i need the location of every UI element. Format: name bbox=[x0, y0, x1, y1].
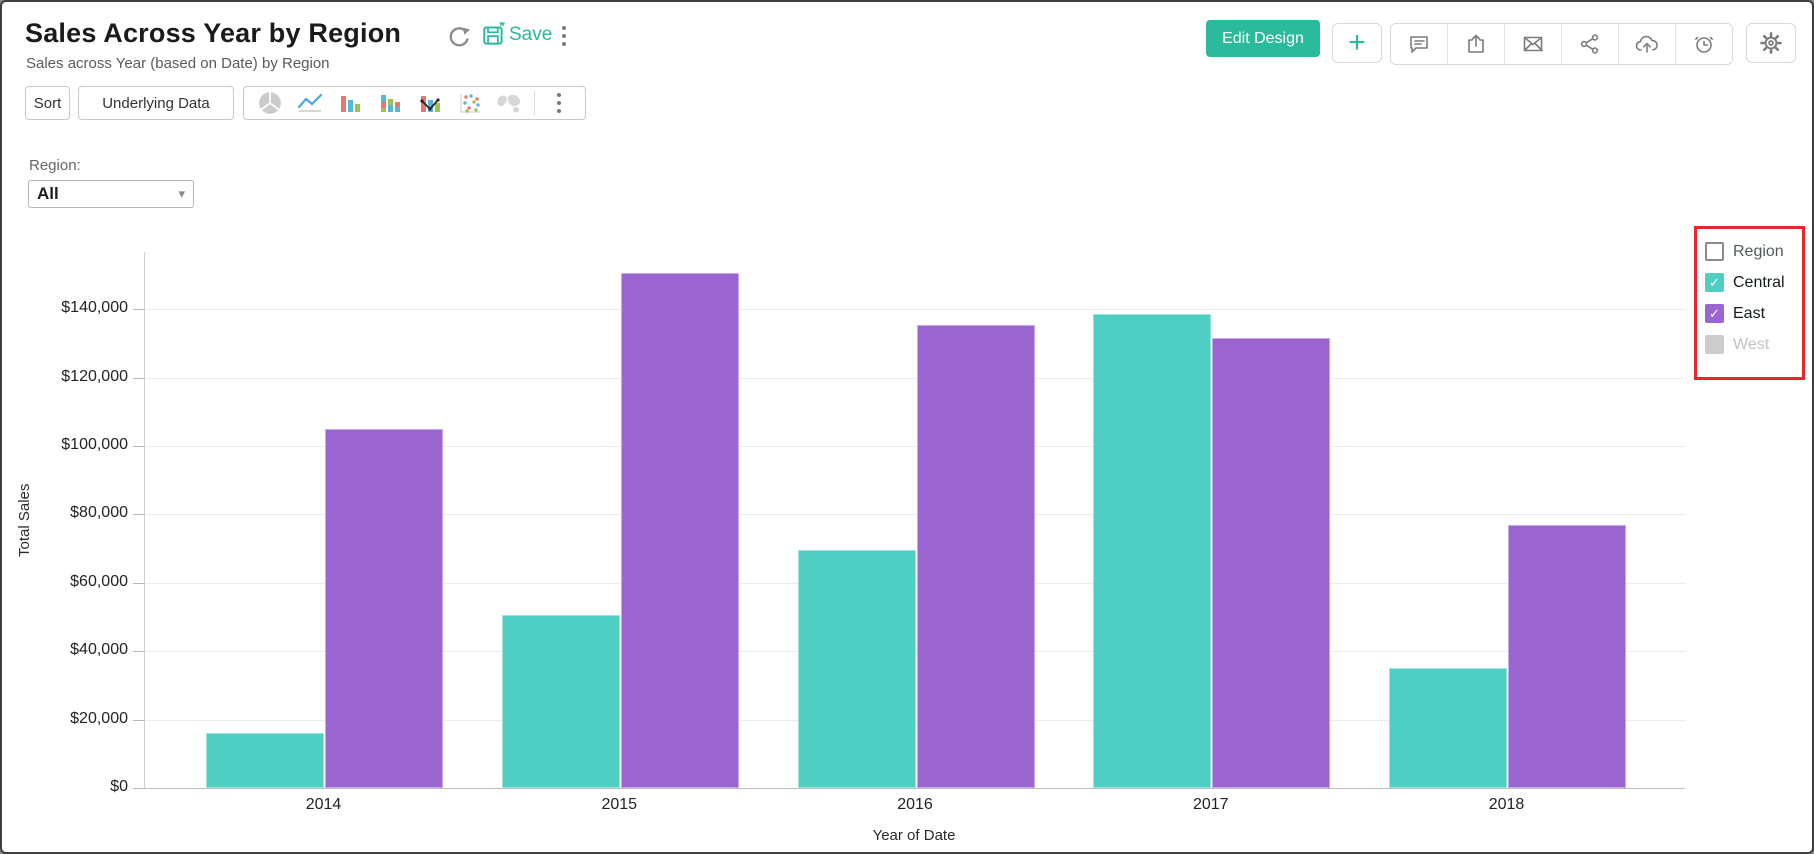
more-options-icon bbox=[557, 93, 561, 113]
x-tick-label: 2017 bbox=[1192, 796, 1229, 813]
email-button[interactable] bbox=[1505, 24, 1562, 64]
east-checkbox[interactable]: ✓ bbox=[1705, 304, 1724, 323]
header-more-menu-button[interactable] bbox=[562, 26, 566, 46]
y-tick-label: $80,000 bbox=[70, 504, 128, 522]
region-filter-label: Region: bbox=[29, 157, 81, 174]
gridline bbox=[145, 377, 1686, 379]
bar-central-2016[interactable] bbox=[797, 550, 916, 788]
header-action-bar bbox=[1390, 23, 1733, 65]
region-checkbox[interactable] bbox=[1705, 242, 1724, 261]
gear-icon bbox=[1760, 32, 1782, 54]
chart-type-more-button[interactable] bbox=[539, 88, 579, 118]
svg-text:*: * bbox=[499, 22, 505, 34]
page-subtitle: Sales across Year (based on Date) by Reg… bbox=[26, 55, 330, 72]
chart-type-pie-icon[interactable] bbox=[250, 88, 290, 118]
legend-item-region[interactable]: Region bbox=[1705, 242, 1785, 261]
y-tick-mark bbox=[133, 651, 144, 653]
y-tick-mark bbox=[133, 514, 144, 516]
x-axis-title: Year of Date bbox=[872, 827, 956, 844]
alert-button[interactable] bbox=[1676, 24, 1732, 64]
bar-east-2016[interactable] bbox=[916, 324, 1035, 788]
y-tick-mark bbox=[133, 377, 144, 379]
bar-east-2017[interactable] bbox=[1212, 338, 1331, 788]
settings-button[interactable] bbox=[1746, 23, 1796, 63]
chart-type-bar-icon[interactable] bbox=[330, 88, 370, 118]
x-tick-label: 2018 bbox=[1488, 796, 1525, 813]
chart-type-line-icon[interactable] bbox=[290, 88, 330, 118]
cloud-upload-button[interactable] bbox=[1619, 24, 1676, 64]
bar-east-2014[interactable] bbox=[325, 428, 443, 788]
plot-area bbox=[144, 252, 1686, 788]
share-icon bbox=[1580, 34, 1599, 54]
toolbar-divider bbox=[534, 91, 535, 115]
gridline bbox=[145, 445, 1686, 447]
export-button[interactable] bbox=[1448, 24, 1505, 64]
central-checkbox[interactable]: ✓ bbox=[1705, 273, 1724, 292]
gridline bbox=[145, 719, 1686, 721]
y-tick-label: $140,000 bbox=[61, 299, 128, 317]
y-tick-label: $120,000 bbox=[61, 367, 128, 385]
chart-type-stacked-bar-icon[interactable] bbox=[370, 88, 410, 118]
x-tick-label: 2014 bbox=[305, 796, 342, 813]
y-tick-mark bbox=[133, 788, 144, 789]
legend-title: Region bbox=[1733, 242, 1784, 260]
refresh-icon bbox=[449, 27, 470, 47]
y-tick-label: $20,000 bbox=[70, 709, 128, 727]
y-tick-mark bbox=[133, 582, 144, 584]
x-axis-line bbox=[144, 788, 1685, 789]
legend-label-central: Central bbox=[1733, 273, 1785, 291]
gridline bbox=[145, 309, 1686, 311]
save-label: Save bbox=[509, 24, 553, 45]
edit-design-button[interactable]: Edit Design bbox=[1206, 20, 1320, 57]
region-filter-select[interactable]: All ▾ bbox=[28, 180, 194, 208]
save-button[interactable]: * Save bbox=[481, 22, 552, 48]
y-tick-mark bbox=[133, 309, 144, 311]
west-checkbox[interactable] bbox=[1705, 335, 1724, 354]
gridline bbox=[145, 514, 1686, 516]
y-tick-label: $0 bbox=[110, 778, 128, 795]
legend-label-west: West bbox=[1733, 335, 1770, 353]
chart-type-scatter-icon[interactable] bbox=[450, 88, 490, 118]
add-button[interactable]: + bbox=[1332, 23, 1382, 63]
y-tick-mark bbox=[133, 719, 144, 721]
chart-type-map-icon[interactable] bbox=[490, 88, 530, 118]
bar-central-2018[interactable] bbox=[1389, 668, 1507, 788]
y-tick-label: $40,000 bbox=[70, 641, 128, 659]
underlying-data-button[interactable]: Underlying Data bbox=[78, 86, 234, 120]
chevron-down-icon: ▾ bbox=[178, 186, 185, 201]
legend-item-central[interactable]: ✓ Central bbox=[1705, 273, 1785, 292]
bar-east-2015[interactable] bbox=[620, 273, 739, 788]
region-filter-value: All bbox=[37, 184, 59, 203]
sort-button[interactable]: Sort bbox=[25, 86, 70, 120]
alarm-icon bbox=[1695, 36, 1713, 53]
x-tick-label: 2016 bbox=[897, 796, 933, 813]
legend-item-east[interactable]: ✓ East bbox=[1705, 304, 1785, 323]
x-tick-label: 2015 bbox=[601, 796, 638, 813]
legend-label-east: East bbox=[1733, 304, 1766, 322]
legend-item-west[interactable]: West bbox=[1705, 335, 1785, 354]
cloud-upload-icon bbox=[1635, 35, 1658, 53]
share-button[interactable] bbox=[1562, 24, 1619, 64]
bar-central-2014[interactable] bbox=[206, 733, 324, 788]
save-icon: * bbox=[483, 22, 505, 45]
chart-legend: Region ✓ Central ✓ East West bbox=[1705, 242, 1785, 354]
refresh-button[interactable] bbox=[445, 24, 473, 52]
y-tick-label: $60,000 bbox=[70, 572, 128, 590]
gridline bbox=[145, 651, 1686, 653]
comment-icon bbox=[1410, 36, 1428, 53]
gridline bbox=[145, 582, 1686, 584]
y-tick-mark bbox=[133, 445, 144, 447]
bar-central-2017[interactable] bbox=[1093, 314, 1212, 788]
legend-highlight-annotation bbox=[1694, 226, 1805, 380]
comment-button[interactable] bbox=[1391, 24, 1448, 64]
y-tick-label: $100,000 bbox=[61, 435, 128, 453]
bar-central-2015[interactable] bbox=[501, 615, 620, 788]
bar-east-2018[interactable] bbox=[1508, 524, 1626, 788]
export-icon bbox=[1468, 34, 1484, 53]
chart-type-toolbar bbox=[243, 86, 586, 120]
mail-icon bbox=[1523, 36, 1543, 52]
page-title: Sales Across Year by Region bbox=[25, 18, 402, 48]
chart-type-combo-icon[interactable] bbox=[410, 88, 450, 118]
